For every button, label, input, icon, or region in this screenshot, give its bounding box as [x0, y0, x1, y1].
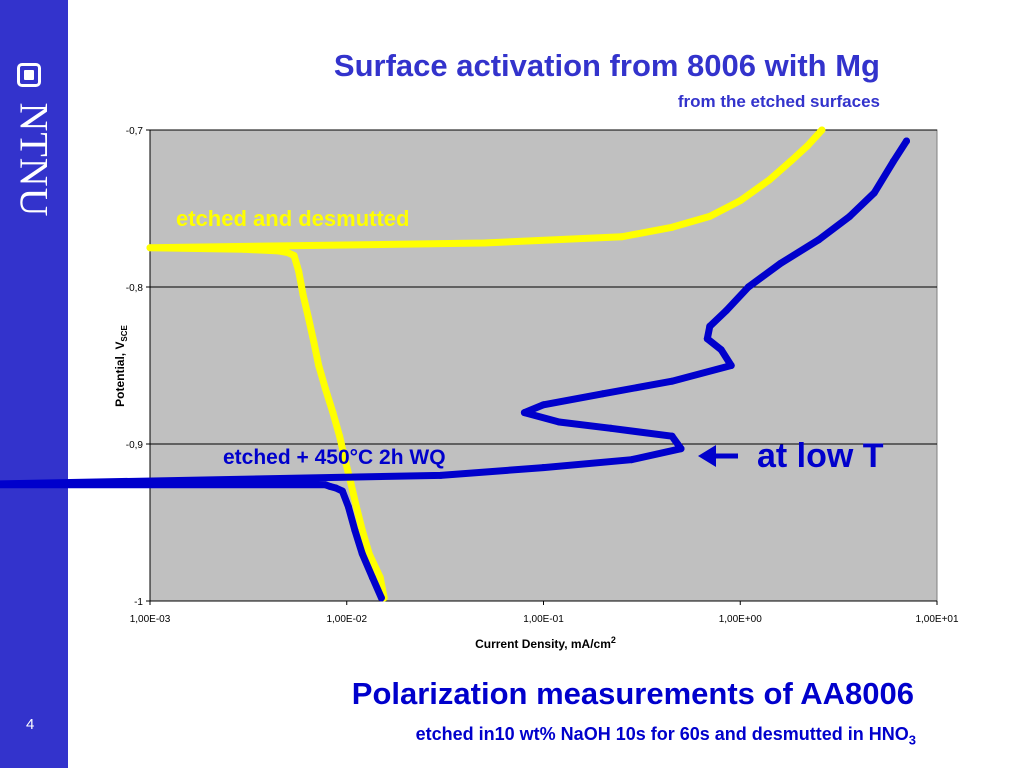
y-tick-label: -0,9: [126, 440, 144, 451]
series-0-point: [786, 157, 794, 165]
sidebar: NTNU 4: [0, 0, 68, 768]
annotation-label: etched and desmutted: [176, 206, 409, 231]
series-0-point: [146, 244, 154, 252]
series-0-point: [329, 409, 337, 417]
x-tick-label: 1,00E+00: [719, 614, 763, 625]
series-1-point: [540, 401, 547, 409]
series-1-point: [368, 573, 376, 581]
series-1-point: [722, 307, 730, 315]
series-0-point: [365, 550, 373, 558]
chart-subtitle: from the etched surfaces: [677, 92, 880, 111]
x-axis-label: Current Density, mA/cm2: [475, 635, 616, 651]
series-0-point: [240, 245, 248, 253]
series-1-point: [744, 283, 752, 291]
series-1-point: [668, 432, 676, 440]
y-axis-label: Potential, VSCE: [113, 324, 129, 406]
series-0-point: [315, 362, 323, 369]
series-1-point: [520, 409, 528, 417]
series-0-point: [341, 456, 349, 464]
x-tick-label: 1,00E+01: [915, 614, 959, 625]
series-0-point: [290, 252, 298, 260]
series-1-point: [555, 418, 563, 426]
y-tick-label: -0,7: [126, 126, 144, 137]
series-0-point: [305, 314, 313, 322]
series-1-point: [870, 189, 878, 197]
footer-subtitle-text: etched in10 wt% NaOH 10s for 60s and des…: [415, 724, 909, 744]
series-0-point: [736, 197, 744, 205]
series-1-point: [668, 377, 676, 385]
series-1-point: [599, 390, 607, 398]
series-1-point: [717, 346, 725, 354]
series-1-point: [846, 212, 854, 220]
y-tick-label: -0,8: [126, 283, 144, 294]
series-0-point: [618, 233, 626, 241]
footer-title: Polarization measurements of AA8006: [351, 676, 914, 711]
ntnu-logo-icon: [17, 63, 41, 87]
series-1-point: [815, 236, 823, 244]
series-1-point: [344, 503, 352, 511]
series-0-point: [295, 267, 303, 275]
y-axis-label-subscript: SCE: [120, 324, 129, 341]
series-0-point: [668, 223, 676, 231]
y-axis-label-text: Potential, V: [113, 342, 127, 407]
series-1-point: [703, 335, 711, 343]
series-0-point: [310, 338, 318, 346]
series-0-point: [322, 385, 330, 393]
series-0-point: [358, 526, 366, 534]
series-1-point: [627, 456, 635, 464]
annotation-label: at low T: [757, 437, 884, 475]
x-axis-label-text: Current Density, mA/cm: [475, 637, 611, 651]
series-0-point: [275, 247, 283, 255]
x-tick-label: 1,00E-03: [130, 614, 171, 625]
series-1-point: [322, 481, 330, 489]
series-0-point: [299, 291, 307, 299]
series-1-point: [776, 259, 784, 267]
arrow-head-icon: [698, 445, 716, 467]
series-0-point: [818, 126, 826, 134]
series-1-point: [607, 424, 615, 432]
series-0-point: [376, 573, 384, 581]
series-1-point: [437, 471, 445, 479]
chart-title: Surface activation from 8006 with Mg: [333, 48, 880, 83]
series-0-point: [336, 432, 344, 440]
x-tick-label: 1,00E-02: [326, 614, 367, 625]
plot-area: [149, 129, 938, 602]
page-number: 4: [26, 716, 35, 733]
series-1-point: [338, 487, 346, 495]
series-0-point: [765, 176, 773, 184]
series-1-point: [332, 484, 340, 492]
series-1-point: [358, 550, 366, 558]
series-0-point: [480, 239, 488, 247]
x-tick-label: 1,00E-01: [523, 614, 564, 625]
footer-subtitle-subscript: 3: [908, 732, 916, 748]
series-0-point: [347, 479, 355, 487]
series-1-point: [706, 322, 714, 330]
series-1-point: [540, 464, 547, 472]
series-0-point: [352, 503, 360, 511]
series-0-point: [284, 248, 292, 256]
series-0-point: [804, 142, 812, 150]
series-1-point: [903, 137, 911, 145]
series-1-point: [351, 526, 359, 534]
footer-subtitle: etched in10 wt% NaOH 10s for 60s and des…: [416, 724, 916, 748]
annotation-label: etched + 450°C 2h WQ: [223, 446, 446, 469]
series-1-point: [677, 445, 685, 453]
series-0-point: [706, 212, 714, 220]
y-tick-label: -1: [134, 597, 143, 608]
series-1-point: [889, 157, 897, 165]
x-axis-label-superscript: 2: [611, 635, 616, 645]
series-1-point: [727, 362, 735, 369]
series-1-point: [377, 594, 385, 602]
